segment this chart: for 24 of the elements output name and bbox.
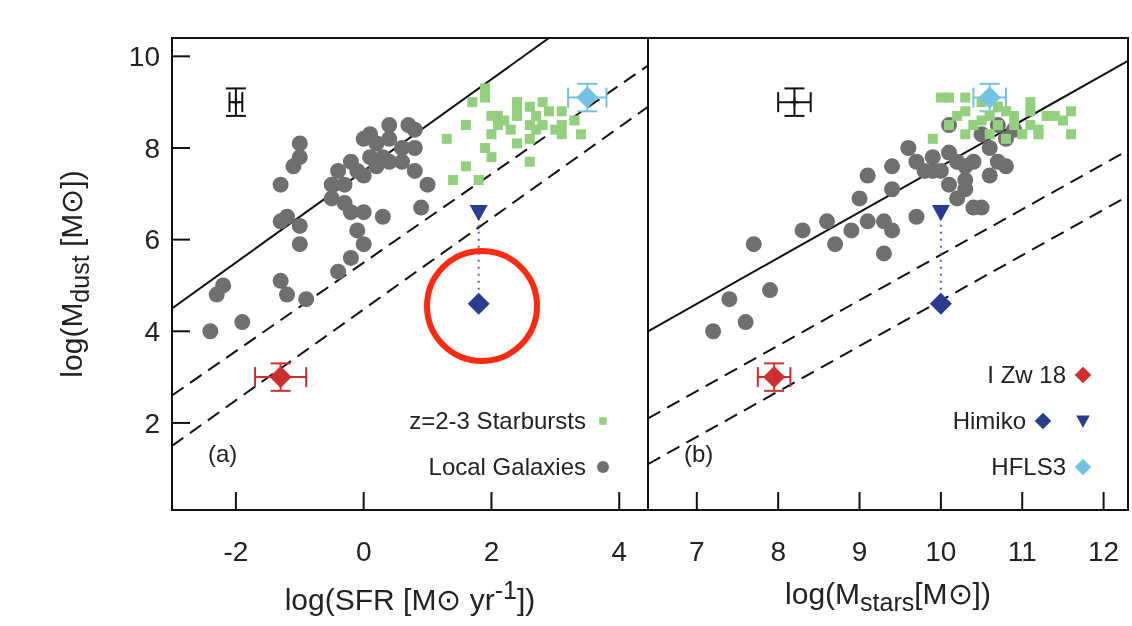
x-tick-label: 11 [1007, 536, 1037, 567]
x-axis-title: log(M$_{stars}$[M⊙]) [784, 576, 992, 617]
x-tick-label: 9 [851, 536, 868, 567]
legend-label: Himiko [952, 407, 1026, 435]
y-tick-label: 4 [144, 316, 160, 348]
annotation: (a) [208, 440, 238, 468]
x-tick-label: 4 [611, 536, 628, 567]
annotation: (b) [684, 440, 714, 468]
x-tick-label: 10 [925, 536, 957, 567]
x-tick-label: 0 [355, 536, 372, 567]
y-tick-label: 2 [144, 407, 160, 439]
legend-label: z=2-3 Starbursts [409, 407, 586, 435]
legend-label: I Zw 18 [987, 361, 1066, 389]
x-tick-label: -2 [223, 536, 249, 567]
x-tick-label: 7 [689, 536, 705, 567]
legend-label: Local Galaxies [428, 453, 586, 481]
x-axis-title: log(SFR [M⊙ yr$^{-1}$]) [283, 576, 537, 617]
x-tick-label: 12 [1088, 536, 1120, 567]
x-tick-label: 2 [483, 536, 500, 567]
y-tick-label: 8 [144, 132, 160, 164]
legend-label: HFLS3 [991, 453, 1066, 481]
y-tick-label: 10 [128, 41, 160, 73]
y-tick-label: 6 [144, 224, 160, 256]
x-tick-label: 8 [770, 536, 786, 567]
